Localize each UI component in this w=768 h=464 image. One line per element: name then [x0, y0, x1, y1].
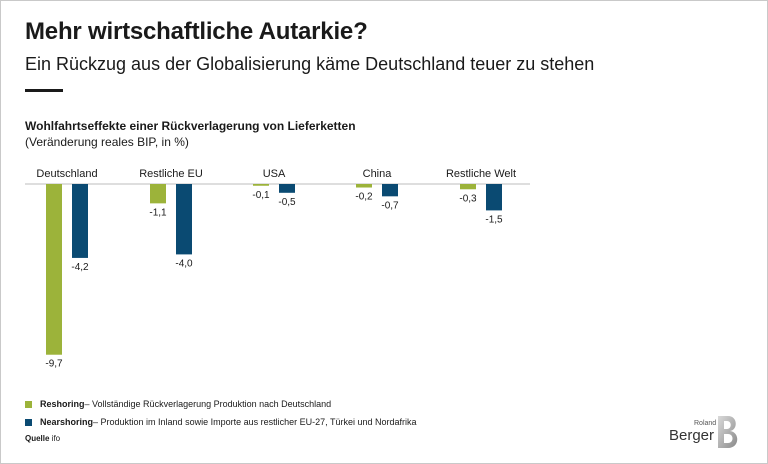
legend: Reshoring – Vollständige Rückverlagerung…: [25, 398, 417, 434]
data-label-nearshoring-restliche-eu: -4,0: [175, 258, 193, 269]
logo-berger-text: Berger: [669, 427, 715, 444]
category-label-restliche-eu: Restliche EU: [139, 168, 203, 180]
source-note: Quelle ifo: [25, 434, 60, 443]
source-value: ifo: [49, 434, 61, 443]
data-label-reshoring-deutschland: -9,7: [45, 359, 63, 370]
data-label-reshoring-restliche-welt: -0,3: [459, 193, 477, 204]
data-label-nearshoring-restliche-welt: -1,5: [485, 214, 503, 225]
bar-reshoring-china: [356, 184, 372, 188]
category-label-usa: USA: [263, 168, 286, 180]
chart-subtitle: (Veränderung reales BIP, in %): [25, 135, 189, 149]
title-rule: [25, 89, 63, 92]
bar-nearshoring-deutschland: [72, 184, 88, 258]
data-label-reshoring-china: -0,2: [355, 192, 373, 203]
data-label-nearshoring-usa: -0,5: [278, 197, 296, 208]
legend-text-nearshoring: – Produktion im Inland sowie Importe aus…: [93, 417, 417, 427]
bar-reshoring-restliche-eu: [150, 184, 166, 204]
page-subtitle: Ein Rückzug aus der Globalisierung käme …: [25, 54, 595, 74]
legend-item-reshoring: Reshoring – Vollständige Rückverlagerung…: [25, 398, 417, 410]
data-label-reshoring-usa: -0,1: [252, 190, 270, 201]
bar-nearshoring-restliche-eu: [176, 184, 192, 255]
category-label-china: China: [363, 168, 393, 180]
bar-nearshoring-china: [382, 184, 398, 197]
legend-label-reshoring: Reshoring: [40, 399, 85, 409]
chart-title: Wohlfahrtseffekte einer Rückverlagerung …: [25, 119, 356, 133]
source-label: Quelle: [25, 434, 50, 443]
legend-swatch-reshoring: [25, 400, 32, 408]
data-label-reshoring-restliche-eu: -1,1: [149, 207, 167, 218]
category-label-restliche-welt: Restliche Welt: [446, 168, 516, 180]
bar-reshoring-restliche-welt: [460, 184, 476, 190]
bar-nearshoring-usa: [279, 184, 295, 193]
legend-swatch-nearshoring: [25, 418, 32, 426]
page-title: Mehr wirtschaftliche Autarkie?: [25, 18, 368, 45]
logo-b-mark-icon: [718, 416, 738, 448]
legend-item-nearshoring: Nearshoring – Produktion im Inland sowie…: [25, 416, 417, 428]
roland-berger-logo: Roland Berger: [666, 412, 746, 452]
legend-text-reshoring: – Vollständige Rückverlagerung Produktio…: [84, 399, 332, 409]
category-label-deutschland: Deutschland: [36, 168, 97, 180]
bar-reshoring-usa: [253, 184, 269, 186]
logo-roland-text: Roland: [694, 420, 717, 427]
data-label-nearshoring-deutschland: -4,2: [71, 262, 89, 273]
bar-nearshoring-restliche-welt: [486, 184, 502, 211]
bar-reshoring-deutschland: [46, 184, 62, 355]
legend-label-nearshoring: Nearshoring: [40, 417, 94, 427]
data-label-nearshoring-china: -0,7: [381, 200, 399, 211]
